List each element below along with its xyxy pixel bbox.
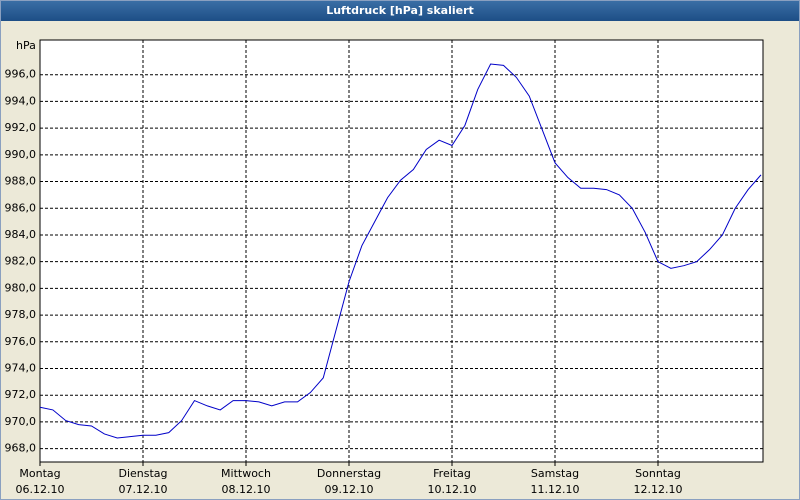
- x-tick-date: 07.12.10: [119, 483, 168, 496]
- y-tick-label: 986,0: [5, 201, 37, 214]
- y-tick-label: 996,0: [5, 68, 37, 81]
- x-tick-label: Mittwoch: [221, 467, 271, 480]
- x-tick-date: 12.12.10: [634, 483, 683, 496]
- chart: hPa 968,0 970,0 972,0 974,0 976,0 978,0 980,0 9…: [5, 39, 764, 496]
- y-tick-label: 984,0: [5, 228, 37, 241]
- y-tick-label: 992,0: [5, 121, 37, 134]
- y-tick-label: 982,0: [5, 255, 37, 268]
- x-tick-label: Dienstag: [118, 467, 167, 480]
- x-tick-label: Sonntag: [635, 467, 681, 480]
- x-tick-date: 06.12.10: [16, 483, 65, 496]
- y-tick-label: 980,0: [5, 281, 37, 294]
- y-tick-label: 972,0: [5, 388, 37, 401]
- x-tick-date: 08.12.10: [222, 483, 271, 496]
- y-tick-label: 970,0: [5, 415, 37, 428]
- x-tick-date: 10.12.10: [428, 483, 477, 496]
- x-tick-label: Freitag: [433, 467, 471, 480]
- y-tick-label: 994,0: [5, 94, 37, 107]
- plot-area: [39, 39, 764, 463]
- x-tick-date: 11.12.10: [531, 483, 580, 496]
- x-tick-label: Samstag: [531, 467, 579, 480]
- y-tick-label: 990,0: [5, 148, 37, 161]
- data-line: [39, 63, 762, 439]
- y-tick-label: 978,0: [5, 308, 37, 321]
- y-axis-label: hPa: [16, 39, 36, 52]
- y-tick-label: 988,0: [5, 175, 37, 188]
- x-tick-label: Montag: [19, 467, 60, 480]
- x-tick-date: 09.12.10: [325, 483, 374, 496]
- title-bar: Luftdruck [hPa] skaliert: [1, 1, 799, 21]
- y-tick-label: 976,0: [5, 335, 37, 348]
- x-tick-label: Donnerstag: [317, 467, 381, 480]
- y-tick-label: 974,0: [5, 362, 37, 375]
- y-tick-label: 968,0: [5, 442, 37, 455]
